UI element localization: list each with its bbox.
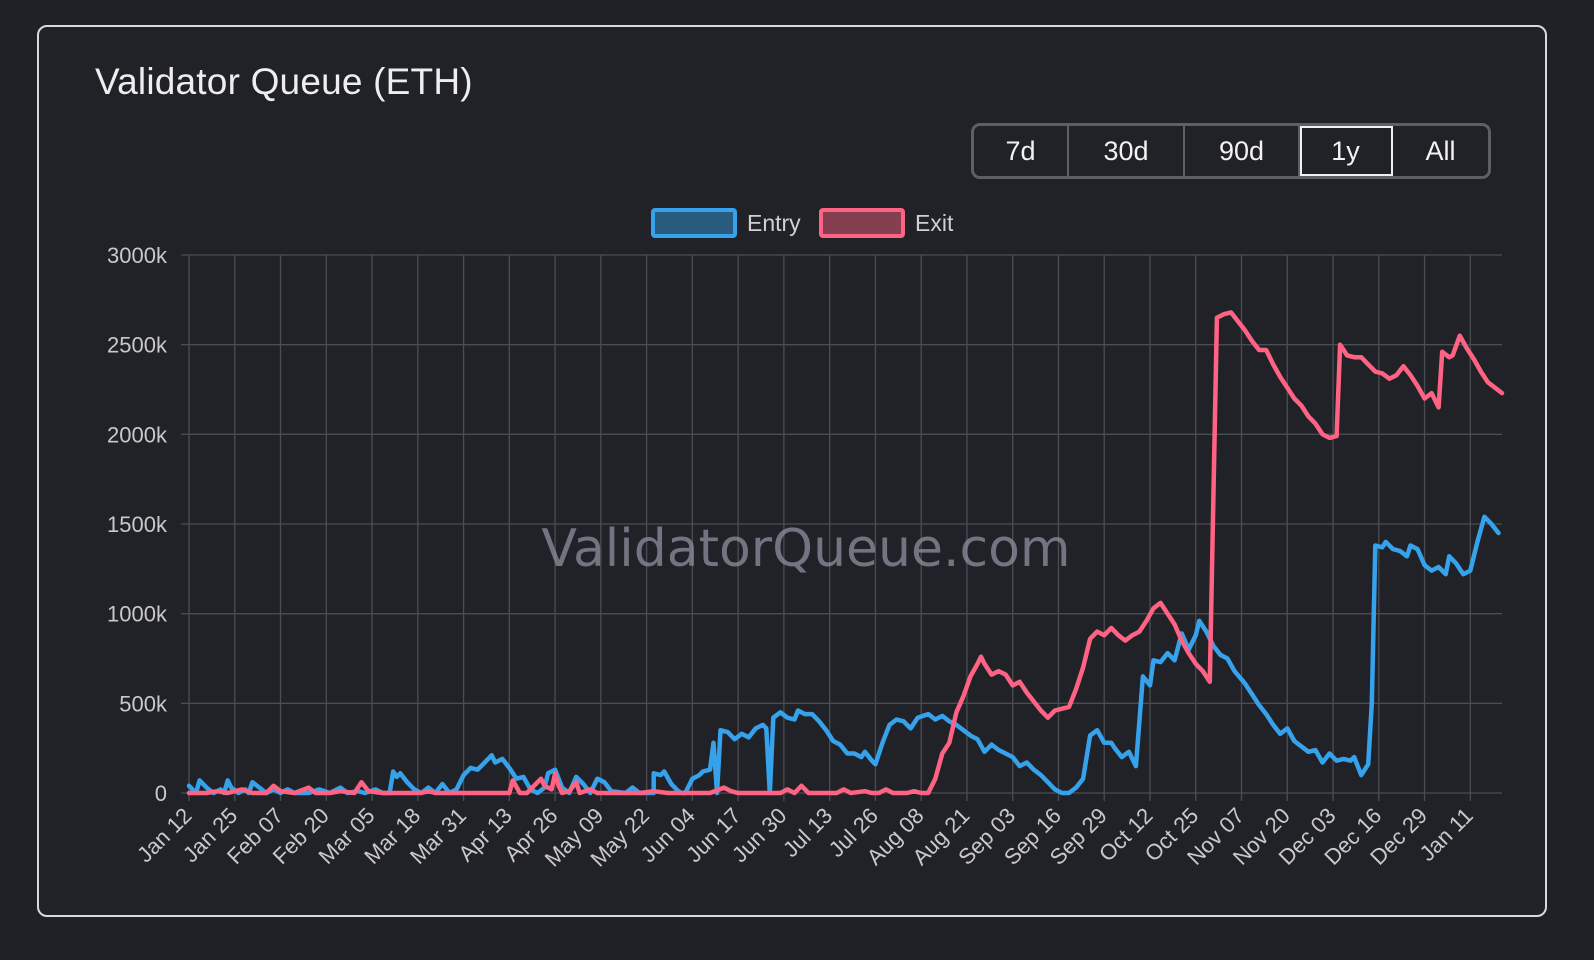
range-1y-button[interactable]: 1y <box>1300 126 1393 176</box>
y-tick-label: 2000k <box>107 422 168 447</box>
y-tick-label: 2500k <box>107 333 168 358</box>
x-tick-label: Jul 13 <box>778 803 837 862</box>
legend-entry-swatch[interactable] <box>651 208 737 238</box>
legend-exit-label[interactable]: Exit <box>915 210 954 236</box>
chart-card: Validator Queue (ETH) 7d 30d 90d 1y All <box>37 25 1547 917</box>
x-tick-label: Jan 11 <box>1415 803 1478 866</box>
range-all-button[interactable]: All <box>1393 126 1488 176</box>
series-lines <box>186 310 1505 796</box>
series-line-exit[interactable] <box>186 310 1505 796</box>
y-tick-label: 1000k <box>107 602 168 627</box>
y-axis-ticks: 0 500k 1000k 1500k 2000k 2500k 3000k <box>107 243 168 806</box>
range-30d-button[interactable]: 30d <box>1069 126 1185 176</box>
y-tick-label: 3000k <box>107 243 168 268</box>
y-tick-label: 0 <box>155 781 167 806</box>
legend-entry-label[interactable]: Entry <box>747 210 801 236</box>
chart-title: Validator Queue (ETH) <box>95 61 473 102</box>
watermark: ValidatorQueue.com <box>541 519 1070 579</box>
legend-exit-swatch[interactable] <box>819 208 905 238</box>
y-tick-label: 1500k <box>107 512 168 537</box>
range-7d-button[interactable]: 7d <box>974 126 1069 176</box>
y-tick-label: 500k <box>119 691 168 716</box>
chart-legend: Entry Exit <box>651 208 954 238</box>
series-line-entry[interactable] <box>186 514 1501 796</box>
time-range-selector: 7d 30d 90d 1y All <box>971 123 1491 179</box>
chart-grid <box>181 254 1502 801</box>
range-90d-button[interactable]: 90d <box>1185 126 1300 176</box>
